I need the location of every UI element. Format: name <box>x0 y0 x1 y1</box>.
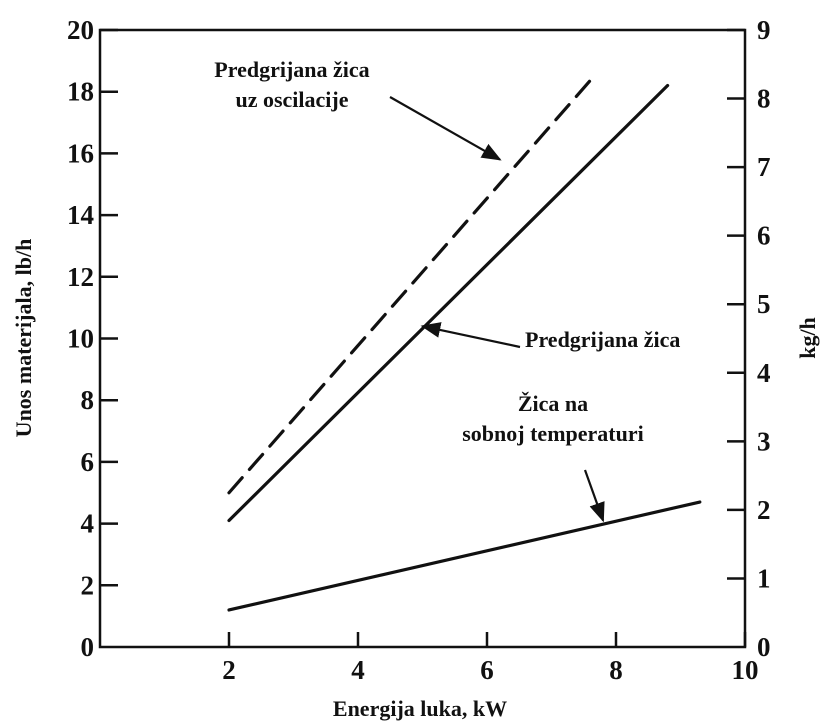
y-tick-label: 2 <box>81 570 95 600</box>
y-tick-label: 16 <box>67 138 94 168</box>
y-tick-label: 10 <box>67 324 94 354</box>
y-tick-label: 6 <box>81 447 95 477</box>
series-line-1 <box>227 71 599 495</box>
x-tick-label: 2 <box>222 655 236 685</box>
annotation-line: Predgrijana žica <box>214 57 369 82</box>
annotation-line: Žica na <box>518 391 588 416</box>
annotation-arrow-1 <box>389 96 502 161</box>
y2-tick-label: 9 <box>757 15 771 45</box>
x-tick-label: 6 <box>480 655 494 685</box>
annotation-layer: Predgrijana žica uz oscilacijePredgrijana… <box>214 57 680 523</box>
x-tick-label: 4 <box>351 655 365 685</box>
y2-tick-label: 7 <box>757 152 771 182</box>
y-tick-label: 12 <box>67 262 94 292</box>
x-axis-title: Energija luka, kW <box>333 696 507 721</box>
annotation-line: Predgrijana žica <box>525 327 680 352</box>
y-tick-label: 14 <box>67 200 94 230</box>
annotation-label-2: Predgrijana žica <box>525 327 680 352</box>
y2-axis-ticks: 0 1 2 3 4 5 6 7 8 9 <box>727 15 771 662</box>
y2-tick-label: 4 <box>757 358 771 388</box>
y2-axis-title: kg/h <box>795 317 820 359</box>
series-line-3 <box>227 500 702 612</box>
y-tick-label: 8 <box>81 385 95 415</box>
y2-tick-label: 3 <box>757 426 771 456</box>
series-layer <box>227 71 702 612</box>
annotation-line: sobnoj temperaturi <box>462 421 643 446</box>
y2-tick-label: 1 <box>757 563 771 593</box>
annotation-arrow-2 <box>420 322 521 349</box>
x-tick-label: 10 <box>732 655 759 685</box>
series-line-2 <box>227 83 670 523</box>
y2-tick-label: 5 <box>757 289 771 319</box>
annotation-arrow-3 <box>583 469 605 523</box>
y-axis-ticks: 0 2 4 6 8 10 12 14 16 18 20 <box>67 15 118 662</box>
y2-tick-label: 6 <box>757 221 771 251</box>
y-axis-title: Unos materijala, lb/h <box>11 239 36 438</box>
x-tick-label: 8 <box>609 655 623 685</box>
y2-tick-label: 0 <box>757 632 771 662</box>
y2-tick-label: 8 <box>757 84 771 114</box>
y-tick-label: 4 <box>81 509 95 539</box>
annotation-line: uz oscilacije <box>235 87 348 112</box>
y2-tick-label: 2 <box>757 495 771 525</box>
y-tick-label: 0 <box>81 632 95 662</box>
y-tick-label: 18 <box>67 77 94 107</box>
y-tick-label: 20 <box>67 15 94 45</box>
annotation-label-1: Predgrijana žica uz oscilacije <box>214 57 369 112</box>
x-axis-ticks: 2 4 6 8 10 <box>222 632 759 685</box>
annotation-label-3: Žica na sobnoj temperaturi <box>462 391 643 446</box>
